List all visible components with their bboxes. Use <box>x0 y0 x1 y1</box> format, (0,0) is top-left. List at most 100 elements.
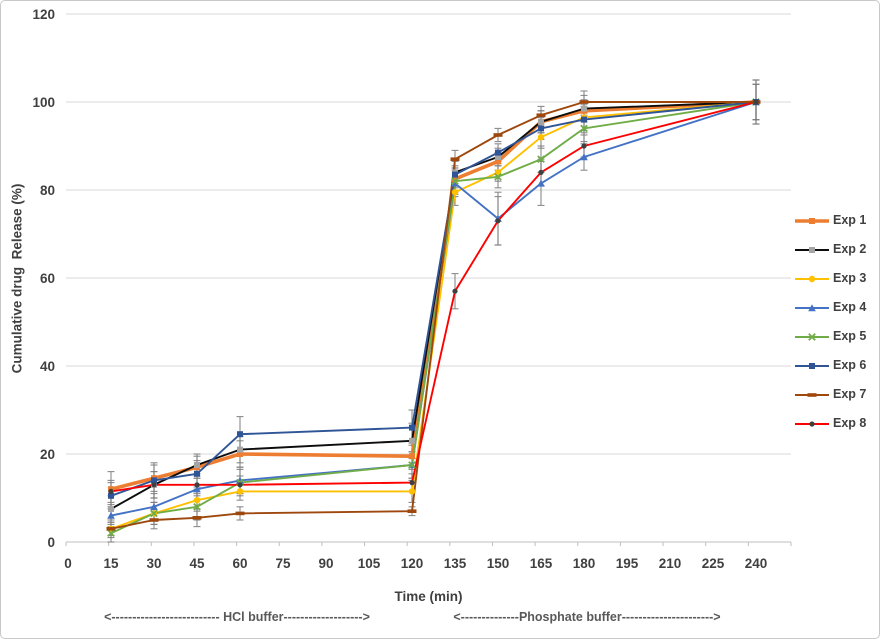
y-tick-label-80: 80 <box>40 183 55 198</box>
marker-exp-7-t165 <box>536 113 546 117</box>
legend-item-exp-2[interactable]: Exp 2 <box>794 234 866 263</box>
series-line-exp-7[interactable] <box>110 101 756 530</box>
x-tick-label-180: 180 <box>573 556 596 571</box>
marker-exp-1-t120 <box>409 453 415 460</box>
marker-exp-8-t60 <box>237 482 243 488</box>
x-tick-label-195: 195 <box>616 556 639 571</box>
series-line-exp-5[interactable] <box>110 101 757 535</box>
marker-exp-4-t30 <box>150 503 158 510</box>
legend-swatch-exp-5 <box>794 330 830 342</box>
marker-exp-8-t120 <box>409 480 415 486</box>
phosphate-buffer-annotation: <--------------Phosphate buffer---------… <box>453 610 721 624</box>
legend-item-exp-5[interactable]: Exp 5 <box>794 321 866 350</box>
x-tick-label-0: 0 <box>64 556 72 571</box>
legend-item-exp-8[interactable]: Exp 8 <box>794 408 866 437</box>
marker-exp-6-t150 <box>495 149 501 156</box>
series-line-exp-8[interactable] <box>110 101 757 493</box>
marker-exp-8-t150 <box>495 218 501 224</box>
legend-label-exp-2: Exp 2 <box>833 241 867 256</box>
marker-exp-3-t45 <box>193 497 201 504</box>
legend-swatch-exp-4 <box>794 301 830 313</box>
marker-exp-5-t120 <box>408 461 416 469</box>
marker-exp-8-t165 <box>538 169 544 175</box>
x-tick-label-90: 90 <box>318 556 333 571</box>
legend-item-exp-1[interactable]: Exp 1 <box>794 205 866 234</box>
y-tick-label-20: 20 <box>40 447 55 462</box>
x-tick-label-135: 135 <box>444 556 467 571</box>
x-tick-label-240: 240 <box>745 556 768 571</box>
marker-exp-6-t15 <box>108 492 114 499</box>
marker-exp-7-t30 <box>149 518 159 522</box>
marker-exp-5-t135 <box>451 177 459 186</box>
marker-exp-3-t60 <box>236 488 244 495</box>
x-tick-label-75: 75 <box>275 556 291 571</box>
legend-item-exp-6[interactable]: Exp 6 <box>794 350 866 379</box>
legend-swatch-exp-3 <box>794 272 830 284</box>
chart-legend[interactable]: Exp 1 Exp 2 Exp 3 Exp 4 Exp 5 Exp 6 Exp 7 Exp 8 <box>794 205 866 437</box>
marker-exp-8-t135 <box>452 288 458 294</box>
marker-exp-6-t30 <box>151 477 157 484</box>
marker-exp-8-t240 <box>753 99 759 105</box>
x-tick-label-30: 30 <box>146 556 161 571</box>
marker-exp-7-t15 <box>106 527 116 531</box>
marker-exp-2-t180 <box>581 105 587 112</box>
legend-item-exp-7[interactable]: Exp 7 <box>794 379 866 408</box>
marker-exp-2-t150 <box>495 154 501 160</box>
marker-exp-6-t135 <box>452 171 458 178</box>
legend-swatch-exp-7 <box>794 388 830 400</box>
y-tick-label-40: 40 <box>40 359 55 374</box>
x-tick-label-60: 60 <box>232 556 247 571</box>
marker-exp-1-t150 <box>495 158 501 165</box>
marker-exp-7-t180 <box>579 100 589 104</box>
marker-exp-7-t60 <box>235 511 245 516</box>
marker-exp-7-t150 <box>493 133 503 137</box>
marker-exp-5-t150 <box>494 172 502 181</box>
y-tick-label-100: 100 <box>32 95 55 110</box>
marker-exp-4-t135 <box>451 179 459 187</box>
x-tick-label-210: 210 <box>659 556 682 571</box>
marker-exp-1-t60 <box>237 451 243 457</box>
legend-label-exp-7: Exp 7 <box>833 386 867 401</box>
marker-exp-3-t120 <box>408 488 416 495</box>
x-axis-title: Time (min) <box>394 589 463 604</box>
x-tick-label-105: 105 <box>358 556 381 571</box>
x-tick-label-45: 45 <box>189 556 205 571</box>
y-tick-label-120: 120 <box>32 7 55 22</box>
legend-item-exp-4[interactable]: Exp 4 <box>794 292 866 321</box>
marker-exp-2-t45 <box>194 462 200 468</box>
x-tick-label-225: 225 <box>702 556 725 571</box>
marker-exp-8-t45 <box>194 482 200 488</box>
marker-exp-5-t30 <box>150 509 158 518</box>
marker-exp-4-t180 <box>580 153 588 161</box>
marker-exp-8-t15 <box>108 488 114 494</box>
legend-label-exp-8: Exp 8 <box>833 415 867 430</box>
series-line-exp-6[interactable] <box>110 101 757 497</box>
marker-exp-6-t180 <box>581 116 587 123</box>
legend-swatch-exp-2 <box>794 243 830 255</box>
legend-label-exp-5: Exp 5 <box>833 328 867 343</box>
marker-exp-6-t165 <box>538 125 544 132</box>
marker-exp-3-t135 <box>451 189 459 196</box>
legend-label-exp-6: Exp 6 <box>833 357 867 372</box>
marker-exp-7-t135 <box>450 157 460 161</box>
marker-exp-5-t15 <box>107 529 115 538</box>
y-axis-title: Cumulative drug Release (%) <box>9 183 25 374</box>
x-tick-label-165: 165 <box>530 556 553 571</box>
legend-item-exp-3[interactable]: Exp 3 <box>794 263 866 292</box>
legend-label-exp-3: Exp 3 <box>833 270 867 285</box>
y-tick-label-0: 0 <box>47 535 55 550</box>
marker-exp-4-t45 <box>193 485 201 493</box>
marker-exp-8-t180 <box>581 143 587 149</box>
marker-exp-5-t180 <box>580 124 588 133</box>
x-tick-label-120: 120 <box>401 556 424 571</box>
marker-exp-8-t30 <box>151 482 157 488</box>
marker-exp-1-t135 <box>452 176 458 182</box>
marker-exp-2-t15 <box>108 506 114 512</box>
marker-exp-5-t165 <box>537 155 545 164</box>
marker-exp-3-t165 <box>537 134 545 141</box>
marker-exp-5-t45 <box>193 502 201 511</box>
y-tick-label-60: 60 <box>40 271 55 286</box>
marker-exp-2-t165 <box>538 118 544 125</box>
